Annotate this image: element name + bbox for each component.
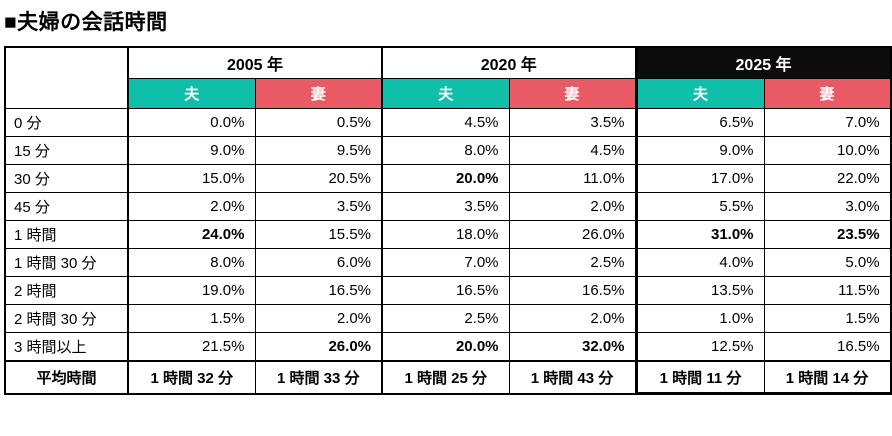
cell-2005-husband: 2.0% (127, 192, 256, 221)
cell-2020-wife: 2.0% (508, 304, 637, 333)
cell-2025-husband: 13.5% (634, 276, 765, 305)
cell-2020-wife: 2.0% (508, 192, 637, 221)
year-header-2005: 2005 年 (126, 46, 383, 79)
row-label: 2 時間 30 分 (4, 304, 129, 333)
avg-2025-wife: 1 時間 14 分 (763, 360, 892, 395)
cell-2025-husband: 6.5% (634, 108, 765, 137)
cell-2025-wife: 22.0% (763, 164, 892, 193)
cell-2005-husband: 15.0% (127, 164, 256, 193)
table-row-average: 平均時間 1 時間 32 分 1 時間 33 分 1 時間 25 分 1 時間 … (4, 360, 892, 395)
cell-2020-wife: 16.5% (508, 276, 637, 305)
cell-2020-husband: 16.5% (381, 276, 510, 305)
avg-2005-wife: 1 時間 33 分 (254, 360, 383, 394)
husband-header-2025: 夫 (634, 78, 765, 109)
cell-2020-wife: 3.5% (508, 108, 637, 137)
cell-2005-wife: 26.0% (254, 332, 383, 362)
row-label: 1 時間 (4, 220, 129, 249)
cell-2025-wife: 16.5% (763, 332, 892, 362)
cell-2005-wife: 3.5% (254, 192, 383, 221)
table-row-0min: 0 分 0.0% 0.5% 4.5% 3.5% 6.5% 7.0% (4, 108, 892, 137)
cell-2025-wife: 23.5% (763, 220, 892, 249)
table-row-45min: 45 分 2.0% 3.5% 3.5% 2.0% 5.5% 3.0% (4, 192, 892, 221)
cell-2025-husband: 5.5% (634, 192, 765, 221)
avg-2025-husband: 1 時間 11 分 (634, 360, 765, 395)
cell-2025-husband: 1.0% (634, 304, 765, 333)
spouse-header-row: 夫 妻 夫 妻 夫 妻 (5, 78, 892, 109)
conversation-time-table: 2005 年 2020 年 2025 年 夫 妻 夫 妻 夫 妻 0 分 0.0… (4, 46, 892, 395)
cell-2020-husband: 2.5% (381, 304, 510, 333)
cell-2020-husband: 20.0% (381, 332, 510, 362)
cell-2025-wife: 11.5% (763, 276, 892, 305)
cell-2025-husband: 31.0% (634, 220, 765, 249)
cell-2005-husband: 9.0% (127, 136, 256, 165)
cell-2005-wife: 9.5% (254, 136, 383, 165)
avg-2020-wife: 1 時間 43 分 (508, 360, 637, 394)
cell-2025-wife: 1.5% (763, 304, 892, 333)
table-row-1hour: 1 時間 24.0% 15.5% 18.0% 26.0% 31.0% 23.5% (4, 220, 892, 249)
cell-2005-wife: 16.5% (254, 276, 383, 305)
row-label: 15 分 (4, 136, 129, 165)
cell-2005-husband: 19.0% (127, 276, 256, 305)
cell-2020-husband: 7.0% (381, 248, 510, 277)
wife-header-2025: 妻 (763, 78, 892, 109)
cell-2020-husband: 4.5% (381, 108, 510, 137)
cell-2025-husband: 9.0% (634, 136, 765, 165)
cell-2005-wife: 2.0% (254, 304, 383, 333)
cell-2020-husband: 3.5% (381, 192, 510, 221)
average-row-label: 平均時間 (4, 360, 129, 394)
avg-2005-husband: 1 時間 32 分 (127, 360, 256, 394)
husband-header-2020: 夫 (381, 78, 510, 109)
cell-2025-husband: 4.0% (634, 248, 765, 277)
row-label: 45 分 (4, 192, 129, 221)
cell-2025-wife: 3.0% (763, 192, 892, 221)
year-header-2020: 2020 年 (381, 46, 637, 79)
year-header-2025: 2025 年 (634, 46, 892, 79)
table-row-15min: 15 分 9.0% 9.5% 8.0% 4.5% 9.0% 10.0% (4, 136, 892, 165)
year-header-row: 2005 年 2020 年 2025 年 (4, 46, 892, 109)
table-row-1hour30min: 1 時間 30 分 8.0% 6.0% 7.0% 2.5% 4.0% 5.0% (4, 248, 892, 277)
row-label: 3 時間以上 (4, 332, 129, 362)
cell-2005-wife: 20.5% (254, 164, 383, 193)
cell-2005-husband: 1.5% (127, 304, 256, 333)
wife-header-2005: 妻 (254, 78, 383, 109)
cell-2025-wife: 5.0% (763, 248, 892, 277)
wife-header-2020: 妻 (508, 78, 637, 109)
row-label: 2 時間 (4, 276, 129, 305)
cell-2020-wife: 26.0% (508, 220, 637, 249)
table-row-3hour-plus: 3 時間以上 21.5% 26.0% 20.0% 32.0% 12.5% 16.… (4, 332, 892, 362)
cell-2020-husband: 8.0% (381, 136, 510, 165)
cell-2025-husband: 17.0% (634, 164, 765, 193)
cell-2020-wife: 11.0% (508, 164, 637, 193)
cell-2005-husband: 8.0% (127, 248, 256, 277)
cell-2020-wife: 32.0% (508, 332, 637, 362)
husband-header-2005: 夫 (127, 78, 256, 109)
cell-2005-husband: 21.5% (127, 332, 256, 362)
cell-2005-wife: 15.5% (254, 220, 383, 249)
cell-2005-wife: 0.5% (254, 108, 383, 137)
page-title: ■夫婦の会話時間 (4, 11, 168, 34)
table-row-30min: 30 分 15.0% 20.5% 20.0% 11.0% 17.0% 22.0% (4, 164, 892, 193)
row-label: 30 分 (4, 164, 129, 193)
cell-2005-husband: 24.0% (127, 220, 256, 249)
cell-2025-wife: 10.0% (763, 136, 892, 165)
cell-2025-husband: 12.5% (634, 332, 765, 362)
cell-2005-wife: 6.0% (254, 248, 383, 277)
cell-2020-wife: 4.5% (508, 136, 637, 165)
table-row-2hour: 2 時間 19.0% 16.5% 16.5% 16.5% 13.5% 11.5% (4, 276, 892, 305)
corner-cell (4, 46, 129, 109)
cell-2020-husband: 20.0% (381, 164, 510, 193)
row-label: 0 分 (4, 108, 129, 137)
row-label: 1 時間 30 分 (4, 248, 129, 277)
cell-2025-wife: 7.0% (763, 108, 892, 137)
cell-2005-husband: 0.0% (127, 108, 256, 137)
avg-2020-husband: 1 時間 25 分 (381, 360, 510, 394)
cell-2020-husband: 18.0% (381, 220, 510, 249)
cell-2020-wife: 2.5% (508, 248, 637, 277)
table-row-2hour30min: 2 時間 30 分 1.5% 2.0% 2.5% 2.0% 1.0% 1.5% (4, 304, 892, 333)
